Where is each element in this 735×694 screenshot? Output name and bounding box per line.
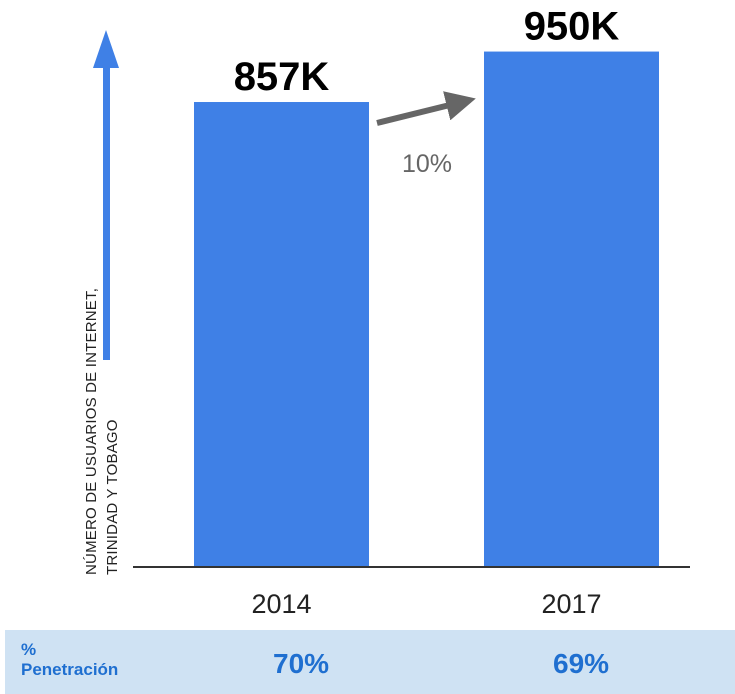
penetration-value-2017: 69% <box>553 648 610 679</box>
y-axis-arrow <box>93 30 119 360</box>
x-tick-labels: 2014 2017 <box>251 589 601 619</box>
growth-arrow <box>376 91 476 126</box>
penetration-table: % Penetración 70% 69% <box>5 630 735 694</box>
y-axis-title: NÚMERO DE USUARIOS DE INTERNET, TRINIDAD… <box>83 284 121 575</box>
bar-value-label-2014: 857K <box>234 55 330 99</box>
bar-2017 <box>484 51 659 568</box>
y-axis-title-line-2: TRINIDAD Y TOBAGO <box>104 419 121 575</box>
penetration-label: % Penetración <box>21 640 161 680</box>
penetration-label-line-1: % <box>21 640 37 659</box>
growth-label: 10% <box>402 150 452 178</box>
bars-group <box>194 51 659 568</box>
x-tick-label-2014: 2014 <box>251 589 311 619</box>
x-tick-label-2017: 2017 <box>541 589 601 619</box>
bar-value-label-2017: 950K <box>524 5 620 49</box>
y-axis-title-line-1: NÚMERO DE USUARIOS DE INTERNET, <box>83 288 100 575</box>
bar-value-labels: 857K 950K <box>234 5 620 99</box>
bar-2014 <box>194 102 369 568</box>
penetration-label-line-2: Penetración <box>21 660 119 679</box>
penetration-value-2014: 70% <box>273 648 330 679</box>
